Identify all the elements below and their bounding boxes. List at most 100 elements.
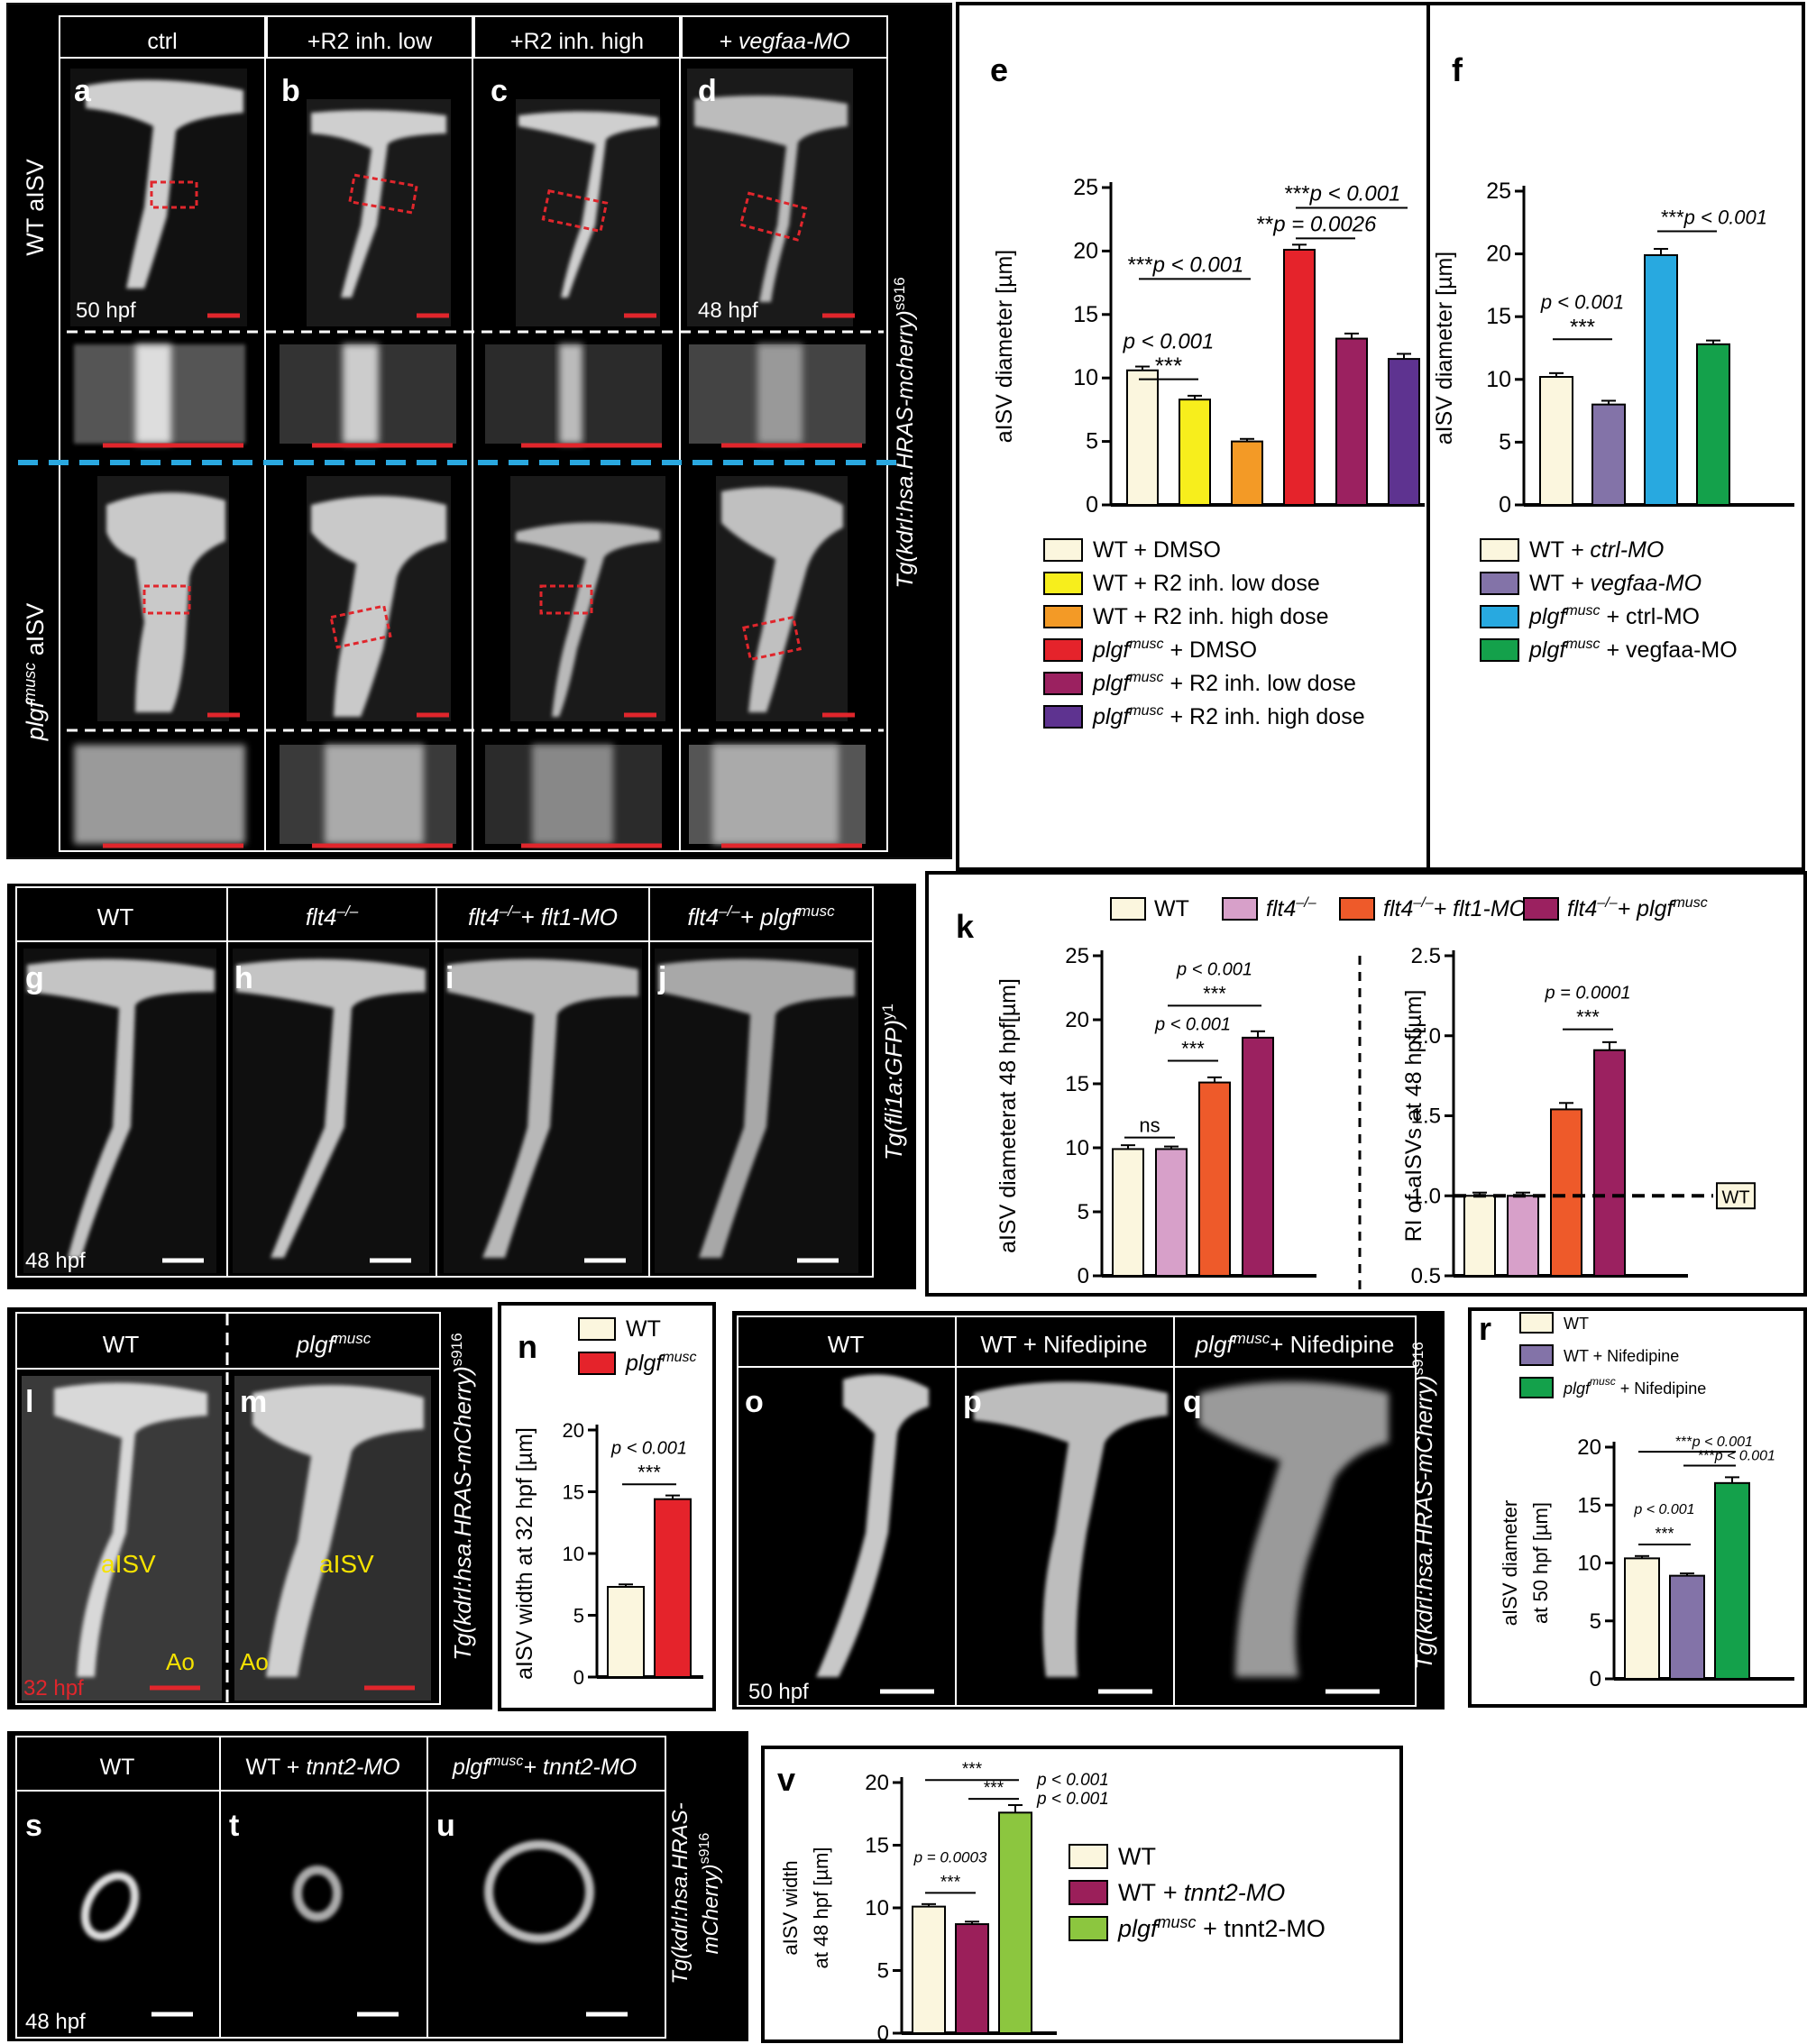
chart-k-legend-label: flt4–/– xyxy=(1266,895,1316,921)
chart-k1-bar xyxy=(1198,1081,1231,1277)
chart-f-legend-swatch xyxy=(1480,538,1519,562)
panel-a-d: ctrl +R2 inh. low +R2 inh. high + vegfaa… xyxy=(6,3,952,859)
chart-k-legend-swatch xyxy=(1339,897,1375,921)
header-r2-low: +R2 inh. low xyxy=(307,29,433,54)
chart-r-bar xyxy=(1669,1574,1705,1681)
time-label-50hpf: 50 hpf xyxy=(76,298,136,323)
chart-f-bar xyxy=(1644,253,1678,506)
chart-v-legend-label: WT xyxy=(1118,1843,1156,1870)
letter-u: u xyxy=(436,1809,455,1843)
header-p: WT + Nifedipine xyxy=(980,1331,1147,1358)
chart-f-legend-swatch xyxy=(1480,638,1519,662)
chart-v-letter: v xyxy=(777,1761,795,1798)
time-label-48hpf: 48 hpf xyxy=(698,298,758,323)
vessel-image-c: c xyxy=(491,74,660,326)
vessel-label-m: aISV xyxy=(319,1550,374,1578)
chart-e-sig-label: ***p < 0.001 xyxy=(1285,182,1401,206)
chart-v-legend-swatch xyxy=(1069,1880,1108,1905)
chart-f-tick-label: 10 xyxy=(1486,367,1511,392)
chart-e-legend-label: plgfmusc + R2 inh. low dose xyxy=(1092,670,1356,696)
chart-e-letter: e xyxy=(990,51,1008,88)
chart-v-sig-stars: *** xyxy=(984,1779,1004,1798)
chart-f-bar xyxy=(1591,403,1626,507)
row-label-wt-aisv: WT aISV xyxy=(22,159,49,256)
header-i: flt4–/–+ flt1-MO xyxy=(468,903,618,930)
chart-k-legend-label: flt4–/–+ flt1-MO xyxy=(1383,895,1527,921)
chart-r-legend-swatch xyxy=(1519,1312,1554,1334)
letter-o: o xyxy=(745,1385,764,1419)
chart-e-bar xyxy=(1388,358,1420,506)
chart-k-legend-label: WT xyxy=(1154,896,1189,921)
header-u: plgfmusc+ tnnt2-MO xyxy=(452,1754,637,1780)
header-h: flt4–/– xyxy=(306,903,359,930)
chart-r-tick-label: 10 xyxy=(1577,1552,1601,1576)
chart-n-tick-label: 0 xyxy=(573,1666,584,1689)
header-vegfaa-mo: + vegfaa-MO xyxy=(719,29,849,54)
chart-v-legend-swatch xyxy=(1069,1916,1108,1941)
chart-k1-bar xyxy=(1112,1148,1144,1278)
chart-r-bar xyxy=(1714,1481,1750,1680)
chart-r-legend-label: WT + Nifedipine xyxy=(1564,1347,1679,1365)
time-label-l: 32 hpf xyxy=(23,1676,84,1700)
chart-r-legend-swatch xyxy=(1519,1344,1554,1366)
header-t: WT + tnnt2-MO xyxy=(245,1755,399,1780)
chart-f-sig-label: ***p < 0.001 xyxy=(1661,206,1767,229)
letter-p: p xyxy=(963,1385,982,1419)
chart-k1-sig-p: p < 0.001 xyxy=(1154,1014,1231,1034)
chart-v-legend-label: WT + tnnt2-MO xyxy=(1118,1879,1285,1906)
chart-v-tick-label: 5 xyxy=(877,1959,889,1984)
side-label-l-m: Tg(kdrl:hsa.HRAS-mCherry)s916 xyxy=(448,1333,476,1660)
insets-row-1 xyxy=(74,344,866,448)
chart-k2-reference-box xyxy=(1716,1182,1756,1210)
chart-k2-bar xyxy=(1463,1195,1496,1277)
chart-r-ylabel-2: at 50 hpf [µm] xyxy=(1529,1502,1552,1624)
header-g-wt: WT xyxy=(97,903,134,930)
chart-f-bar xyxy=(1539,376,1573,506)
chart-k1-bar xyxy=(1242,1036,1274,1277)
chart-f-legend-swatch xyxy=(1480,605,1519,628)
chart-f-sig-p: p < 0.001 xyxy=(1540,290,1624,313)
chart-r-sig-p: p < 0.001 xyxy=(1633,1502,1694,1517)
panel-s-u: WT WT + tnnt2-MO plgfmusc+ tnnt2-MO Tg(k… xyxy=(7,1731,748,2041)
chart-e-legend-swatch xyxy=(1043,705,1083,729)
panel-g-j: WT flt4–/– flt4–/–+ flt1-MO flt4–/–+ plg… xyxy=(7,884,916,1289)
row-label-plgf-aisv: plgfmusc aISV xyxy=(21,603,49,742)
letter-c: c xyxy=(491,74,508,108)
chart-k-legend-swatch xyxy=(1523,897,1559,921)
chart-k2-bar xyxy=(1507,1195,1539,1277)
chart-k1-ylabel: aISV diameterat 48 hpf[µm] xyxy=(995,978,1021,1253)
chart-r-tick-label: 15 xyxy=(1577,1493,1601,1517)
chart-n-tick-label: 10 xyxy=(563,1543,584,1565)
chart-k2-tick-label: 1.5 xyxy=(1411,1104,1441,1129)
chart-k2: 0.5 1.0 1.5 2.0 2.5 RI of aISVs at 48 hpf[µm]… xyxy=(1401,944,1756,1288)
chart-k-legend-swatch xyxy=(1110,897,1146,921)
side-label-s-u-2: mCherry)s916 xyxy=(697,1833,723,1955)
aorta-label-l: Ao xyxy=(166,1648,195,1675)
chart-e-legend-label: plgfmusc + R2 inh. high dose xyxy=(1092,703,1365,729)
chart-r-legend-label: plgfmusc + Nifedipine xyxy=(1563,1375,1706,1398)
panel-o-q: WT WT + Nifedipine plgfmusc+ Nifedipine … xyxy=(732,1311,1445,1709)
chart-n-tick-label: 5 xyxy=(573,1605,584,1627)
chart-r-sig-label: ***p < 0.001 xyxy=(1675,1434,1753,1450)
chart-e-legend-label: WT + R2 inh. low dose xyxy=(1093,571,1320,596)
panel-k-frame xyxy=(925,871,1807,1297)
chart-v-sig-p: p < 0.001 xyxy=(1036,1771,1109,1790)
chart-e-legend-label: plgfmusc + DMSO xyxy=(1092,637,1257,663)
chart-f-tick-label: 15 xyxy=(1486,304,1511,329)
chart-e-sig-p: p < 0.001 xyxy=(1123,330,1215,354)
chart-f-tick-label: 25 xyxy=(1486,179,1511,204)
chart-e-legend-swatch xyxy=(1043,672,1083,695)
chart-n-legend-label: plgfmusc xyxy=(625,1350,697,1376)
vessel-label-l: aISV xyxy=(101,1550,156,1578)
chart-k2-reference-label: WT xyxy=(1721,1187,1749,1207)
chart-e-legend-swatch xyxy=(1043,605,1083,628)
header-m-plgf: plgfmusc xyxy=(296,1330,371,1358)
chart-k1-tick-label: 0 xyxy=(1078,1264,1089,1288)
chart-f-legend-swatch xyxy=(1480,572,1519,595)
chart-f-bar xyxy=(1696,343,1730,506)
chart-r-tick-label: 5 xyxy=(1590,1609,1601,1634)
chart-e-bar xyxy=(1335,337,1368,506)
chart-k2-tick-label: 2.0 xyxy=(1411,1024,1441,1049)
letter-d: d xyxy=(698,74,717,108)
